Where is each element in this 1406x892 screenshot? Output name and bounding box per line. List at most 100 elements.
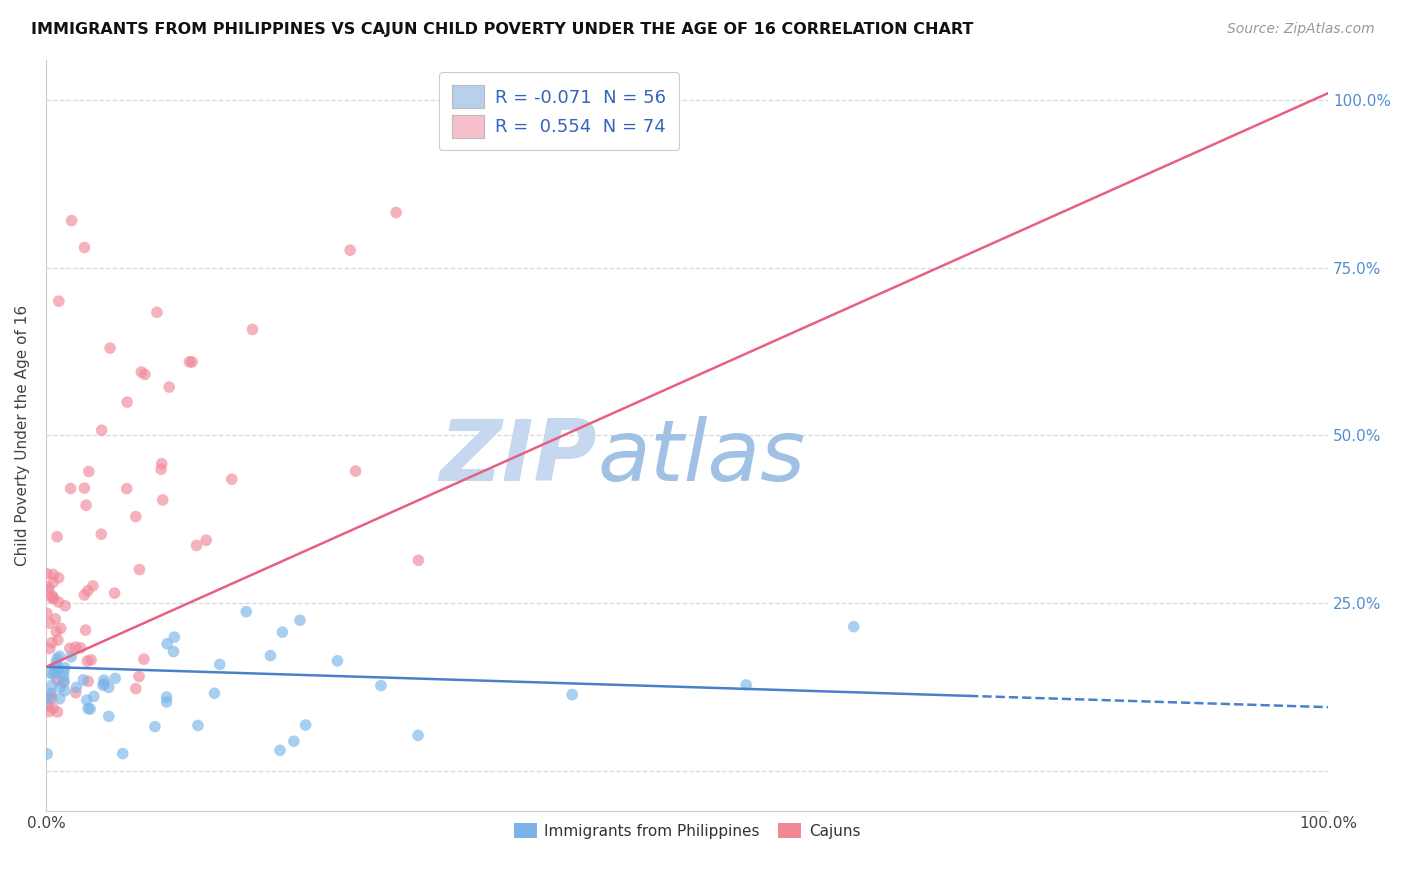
Point	[46, 633, 69, 648]
Point	[38, 583, 60, 598]
Point	[152, 492, 174, 507]
Point	[143, 720, 166, 734]
Point	[83, 690, 105, 704]
Point	[46, 530, 69, 544]
Point	[97, 709, 120, 723]
Point	[59, 482, 82, 496]
Point	[271, 625, 294, 640]
Point	[72, 673, 94, 687]
Point	[735, 678, 758, 692]
Point	[52, 665, 75, 679]
Point	[73, 240, 96, 254]
Point	[77, 465, 100, 479]
Point	[41, 591, 63, 605]
Point	[37, 698, 59, 713]
Point	[45, 624, 67, 639]
Point	[204, 686, 226, 700]
Point	[125, 681, 148, 696]
Point	[52, 675, 75, 690]
Point	[128, 563, 150, 577]
Text: ZIP: ZIP	[440, 417, 598, 500]
Point	[45, 665, 67, 680]
Point	[59, 641, 82, 656]
Point	[35, 607, 58, 621]
Point	[65, 640, 87, 654]
Point	[60, 213, 83, 227]
Point	[76, 583, 98, 598]
Point	[49, 681, 72, 695]
Point	[46, 651, 69, 665]
Point	[104, 672, 127, 686]
Point	[134, 368, 156, 382]
Y-axis label: Child Poverty Under the Age of 16: Child Poverty Under the Age of 16	[15, 305, 30, 566]
Point	[49, 621, 72, 635]
Point	[111, 747, 134, 761]
Point	[44, 663, 66, 677]
Point	[80, 653, 103, 667]
Point	[339, 243, 361, 257]
Point	[156, 637, 179, 651]
Point	[156, 695, 179, 709]
Point	[187, 718, 209, 732]
Point	[90, 527, 112, 541]
Point	[46, 661, 69, 675]
Point	[48, 691, 70, 706]
Point	[76, 654, 98, 668]
Point	[235, 605, 257, 619]
Point	[163, 630, 186, 644]
Point	[48, 294, 70, 309]
Point	[38, 580, 60, 594]
Point	[162, 644, 184, 658]
Point	[48, 649, 70, 664]
Point	[37, 747, 59, 761]
Point	[370, 679, 392, 693]
Text: IMMIGRANTS FROM PHILIPPINES VS CAJUN CHILD POVERTY UNDER THE AGE OF 16 CORRELATI: IMMIGRANTS FROM PHILIPPINES VS CAJUN CHI…	[31, 22, 973, 37]
Point	[77, 674, 100, 689]
Point	[42, 567, 65, 582]
Point	[39, 688, 62, 702]
Point	[37, 566, 59, 581]
Point	[38, 705, 60, 719]
Text: atlas: atlas	[598, 417, 806, 500]
Point	[125, 509, 148, 524]
Point	[65, 681, 87, 695]
Point	[186, 539, 208, 553]
Point	[39, 666, 62, 681]
Point	[283, 734, 305, 748]
Point	[69, 640, 91, 655]
Point	[842, 620, 865, 634]
Point	[48, 571, 70, 585]
Point	[38, 616, 60, 631]
Point	[45, 656, 67, 670]
Point	[42, 667, 65, 681]
Point	[44, 612, 66, 626]
Point	[53, 674, 76, 689]
Point	[132, 652, 155, 666]
Point	[93, 673, 115, 687]
Point	[91, 678, 114, 692]
Point	[42, 591, 65, 606]
Point	[155, 690, 177, 704]
Point	[242, 322, 264, 336]
Legend: Immigrants from Philippines, Cajuns: Immigrants from Philippines, Cajuns	[508, 817, 866, 845]
Point	[73, 588, 96, 602]
Point	[77, 702, 100, 716]
Point	[75, 623, 97, 637]
Point	[103, 586, 125, 600]
Point	[150, 457, 173, 471]
Point	[82, 579, 104, 593]
Point	[195, 533, 218, 548]
Point	[45, 660, 67, 674]
Point	[65, 686, 87, 700]
Point	[52, 669, 75, 683]
Point	[408, 553, 430, 567]
Point	[221, 472, 243, 486]
Point	[181, 355, 204, 369]
Point	[53, 660, 76, 674]
Point	[406, 728, 429, 742]
Point	[326, 654, 349, 668]
Point	[561, 688, 583, 702]
Point	[79, 702, 101, 716]
Point	[150, 462, 173, 476]
Point	[41, 589, 63, 603]
